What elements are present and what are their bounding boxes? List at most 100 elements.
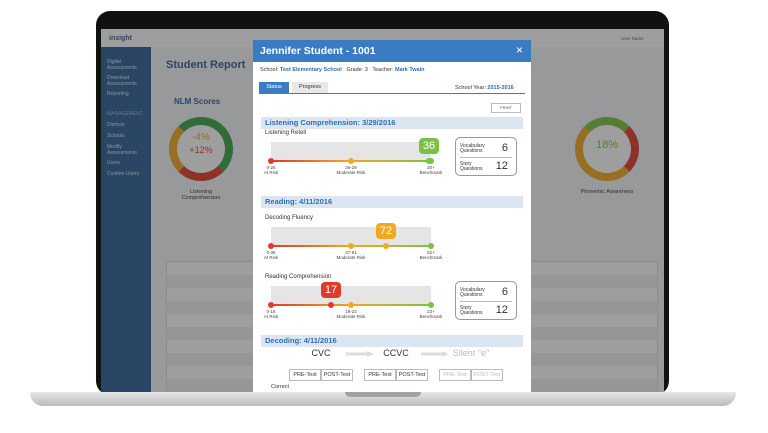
range-label: Moderate Risk bbox=[336, 255, 366, 260]
year: School Year: 2015-2016 bbox=[455, 85, 514, 91]
modal-header bbox=[253, 40, 531, 62]
range-label: Benchmark bbox=[419, 170, 443, 175]
grade: 3 bbox=[364, 67, 368, 73]
menu-item[interactable]: Modify Assessments bbox=[107, 144, 137, 156]
range: 0-18 bbox=[266, 309, 276, 314]
student-info: School: Test Elementary School Grade: 3 … bbox=[260, 67, 425, 73]
question-label: Story Questions bbox=[460, 305, 483, 316]
stage: Silent "e" bbox=[452, 348, 490, 358]
gauge bbox=[575, 117, 639, 181]
measure-name: Decoding Fluency bbox=[265, 215, 314, 221]
section-title: NLM Scores bbox=[174, 97, 221, 106]
test-header: PRE-Test bbox=[439, 369, 471, 381]
gauge-label: Phonemic Awareness bbox=[580, 189, 634, 195]
menu-item[interactable]: Confirm Users bbox=[107, 171, 139, 177]
test-header: POST-Test bbox=[321, 369, 353, 381]
question-value: 12 bbox=[495, 160, 508, 172]
close-button[interactable]: × bbox=[516, 43, 524, 57]
scale-dot bbox=[428, 302, 434, 308]
measure-name: Reading Comprehension bbox=[265, 274, 332, 280]
scale-dot bbox=[268, 302, 274, 308]
score-marker: 72 bbox=[376, 223, 396, 239]
laptop-notch bbox=[345, 392, 421, 397]
tab-status[interactable]: Status bbox=[259, 82, 289, 93]
range-label: Benchmark bbox=[419, 255, 443, 260]
teacher: Mark Twain bbox=[395, 67, 425, 73]
score-marker: 17 bbox=[321, 282, 341, 298]
range-label: At Risk bbox=[263, 314, 279, 319]
label: Teacher: bbox=[372, 67, 394, 73]
question: Vocabulary Questions 6 bbox=[460, 140, 512, 157]
tab-progress[interactable]: Progress bbox=[292, 82, 328, 93]
gauge-sub: +12% bbox=[189, 145, 213, 155]
question-label: Vocabulary Questions bbox=[460, 143, 485, 154]
user-name[interactable]: User Name bbox=[621, 36, 644, 41]
section-heading: Listening Comprehension: 3/29/2016 bbox=[261, 117, 523, 129]
test-header: PRE-Test bbox=[289, 369, 321, 381]
test-header: POST-Test bbox=[396, 369, 428, 381]
menu-item[interactable]: Schools bbox=[107, 133, 125, 139]
range: 82+ bbox=[427, 250, 435, 255]
print-button[interactable]: PRINT bbox=[491, 103, 521, 113]
range: 0-25 bbox=[266, 165, 276, 170]
year-value: 2015-2016 bbox=[487, 85, 514, 91]
page-title: Student Report bbox=[166, 59, 246, 71]
scale-dot bbox=[348, 243, 354, 249]
label: School: bbox=[260, 67, 279, 73]
question-label: Vocabulary Questions bbox=[460, 287, 485, 298]
test-header: PRE-Test bbox=[364, 369, 396, 381]
questions-box: Vocabulary Questions 6 Story Questions 12 bbox=[455, 281, 517, 320]
arrow bbox=[421, 351, 449, 357]
range: 26-29 bbox=[345, 165, 357, 170]
laptop-base bbox=[30, 392, 736, 406]
label: Grade: bbox=[346, 67, 364, 73]
row-label: Correct bbox=[271, 384, 290, 390]
section-heading: Decoding: 4/11/2016 bbox=[261, 335, 523, 347]
score-dot bbox=[328, 302, 334, 308]
range: 30+ bbox=[427, 165, 435, 170]
scale-dot bbox=[268, 243, 274, 249]
menu-item[interactable]: Reporting bbox=[107, 91, 129, 97]
modal: Jennifer Student - 1001 × School: Test E… bbox=[253, 40, 531, 392]
question-value: 6 bbox=[501, 142, 508, 154]
test-header: POST-Test bbox=[471, 369, 503, 381]
stage: CVC bbox=[311, 348, 331, 358]
range-label: At Risk bbox=[263, 170, 279, 175]
gauge bbox=[169, 117, 233, 181]
gauge-value: -4% bbox=[192, 132, 210, 143]
sidebar: Digital Assessments Download Assessments R… bbox=[101, 47, 151, 392]
scale-dot bbox=[348, 158, 354, 164]
range-label: At Risk bbox=[263, 255, 279, 260]
question: Story Questions 12 bbox=[460, 157, 512, 175]
menu-item[interactable]: Users bbox=[107, 160, 121, 166]
scale-dot bbox=[268, 158, 274, 164]
menu-item[interactable]: Digital Assessments bbox=[107, 59, 137, 71]
logo: insight bbox=[109, 35, 132, 42]
question: Vocabulary Questions 6 bbox=[460, 284, 512, 301]
menu-heading: MANAGEMENT bbox=[107, 111, 143, 117]
screen: insight User Name Digital Assessments Dow… bbox=[101, 29, 664, 392]
score-marker: 36 bbox=[419, 138, 439, 154]
question-value: 6 bbox=[501, 286, 508, 298]
range: 37-81 bbox=[345, 250, 357, 255]
stage: CCVC bbox=[383, 348, 409, 358]
school: Test Elementary School bbox=[279, 67, 342, 73]
questions-box: Vocabulary Questions 6 Story Questions 12 bbox=[455, 137, 517, 176]
range-label: Benchmark bbox=[419, 314, 443, 319]
measure-name: Listening Retell bbox=[265, 130, 307, 136]
question-label: Story Questions bbox=[460, 161, 483, 172]
scale-track bbox=[271, 142, 431, 160]
question-value: 12 bbox=[495, 304, 508, 316]
range: 23+ bbox=[427, 309, 435, 314]
score-dot bbox=[426, 158, 432, 164]
menu-item[interactable]: Districts bbox=[107, 122, 125, 128]
gauge-label: Listening Comprehension bbox=[181, 189, 221, 201]
tab-line bbox=[259, 93, 525, 94]
range: 0-36 bbox=[266, 250, 276, 255]
question: Story Questions 12 bbox=[460, 301, 512, 319]
gauge-value: 18% bbox=[595, 139, 619, 151]
arrow bbox=[346, 351, 374, 357]
label: School Year: bbox=[455, 85, 486, 91]
menu-item[interactable]: Download Assessments bbox=[107, 75, 137, 87]
